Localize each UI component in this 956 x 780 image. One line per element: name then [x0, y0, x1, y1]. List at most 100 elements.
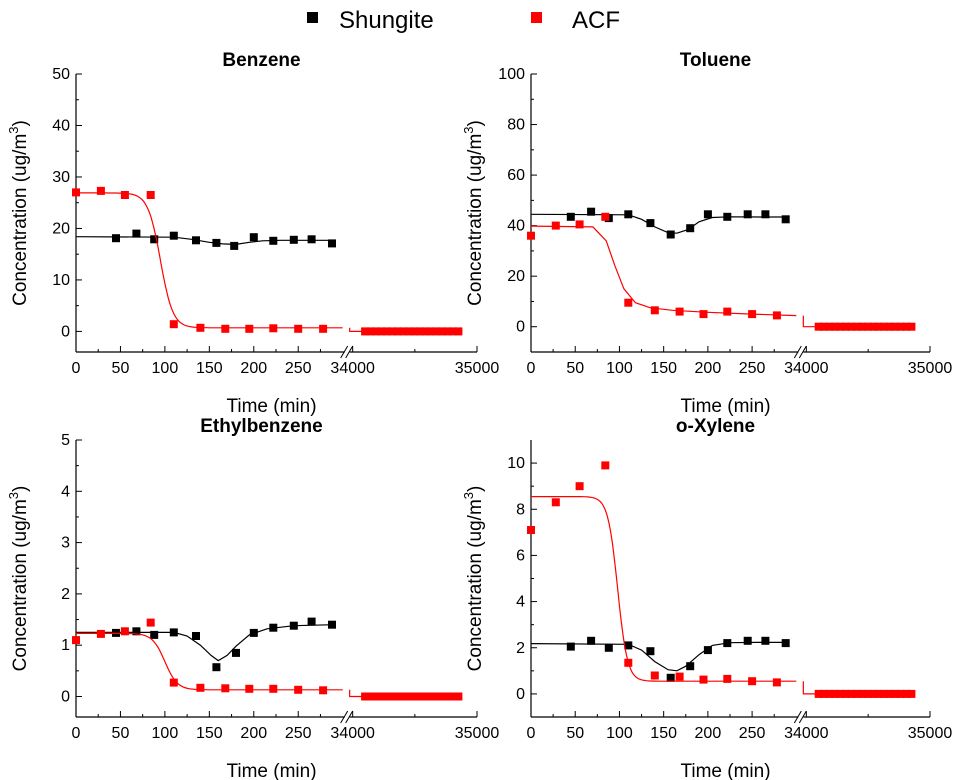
panel-toluene-x-tick-label: 35000: [908, 360, 953, 377]
panel-o-xylene-shungite-fit-line: [530, 641, 788, 672]
legend-label-shungite: Shungite: [339, 7, 434, 34]
panel-o-xylene-acf-point: [575, 482, 584, 491]
panel-ethylbenzene-shungite-point: [289, 621, 298, 630]
panel-benzene-y-tick-label: 20: [52, 220, 70, 237]
panel-ethylbenzene-shungite-point: [328, 620, 336, 629]
panel-ethylbenzene-acf-fit-line: [76, 632, 343, 691]
panel-ethylbenzene-acf-point: [416, 692, 424, 701]
panel-benzene-shungite-point: [112, 234, 120, 243]
panel-toluene-y-tick-label: 80: [507, 117, 525, 134]
panel-ethylbenzene-y-tick-label: 2: [61, 586, 70, 603]
panel-benzene-acf-point: [72, 188, 80, 197]
panel-o-xylene-acf-point: [896, 689, 905, 698]
panel-benzene-y-tick-label: 40: [52, 117, 70, 134]
panel-toluene-y-tick-label: 100: [498, 66, 525, 83]
panel-toluene-shungite-point: [723, 212, 732, 221]
panel-ethylbenzene-acf-point: [72, 636, 80, 645]
panel-benzene-acf-point: [394, 327, 402, 336]
panel-ethylbenzene-acf-point: [454, 692, 463, 701]
panel-o-xylene-y-axis-label-end: ): [465, 486, 486, 492]
panel-toluene-acf-point: [842, 322, 850, 331]
panel-toluene-shungite-point: [646, 219, 655, 228]
panel-benzene-shungite-point: [328, 239, 336, 248]
panel-ethylbenzene-acf-point: [361, 692, 370, 701]
panel-ethylbenzene-acf-point: [169, 678, 178, 687]
panel-toluene-acf-point: [836, 322, 845, 331]
panel-benzene-y-axis-label-text: Concentration (ug/m: [10, 134, 31, 306]
panel-o-xylene-x-tick-label: 50: [566, 725, 584, 742]
panel-toluene-acf-point: [863, 322, 872, 331]
panel-toluene-acf-point: [575, 220, 584, 229]
panel-benzene-x-tick-label: 0: [72, 360, 81, 377]
panel-benzene-break-mark: [345, 345, 354, 359]
panel-o-xylene-acf-point: [601, 461, 610, 470]
panel-o-xylene-acf-point: [831, 689, 840, 698]
panel-ethylbenzene-acf-point: [294, 685, 303, 694]
panel-ethylbenzene-acf-point: [421, 692, 430, 701]
panel-benzene-shungite-point: [150, 235, 159, 244]
panel-ethylbenzene-break-mark: [340, 710, 349, 724]
panel-benzene-acf-point: [416, 327, 424, 336]
legend-marker-acf: [531, 12, 542, 23]
panel-benzene-acf-point: [269, 324, 278, 333]
panel-benzene-x-tick-label: 35000: [455, 360, 500, 377]
panel-o-xylene-acf-point: [836, 689, 845, 698]
panel-benzene-x-tick-label: 200: [240, 360, 267, 377]
panel-toluene-acf-point: [624, 298, 633, 307]
panel-toluene-acf-point: [650, 306, 659, 315]
panel-ethylbenzene-x-tick-label: 35000: [455, 725, 500, 742]
panel-toluene-x-tick-label: 150: [650, 360, 677, 377]
panel-o-xylene-x-tick-label: 250: [739, 725, 766, 742]
panel-ethylbenzene-acf-point: [221, 684, 230, 693]
panel-toluene-acf-point: [902, 322, 910, 331]
panel-ethylbenzene-acf-point: [196, 683, 205, 692]
panel-toluene-y-tick-label: 60: [507, 167, 525, 184]
panel-ethylbenzene-shungite-point: [150, 630, 159, 639]
panel-ethylbenzene-y-tick-label: 5: [61, 432, 70, 449]
panel-ethylbenzene-acf-point: [377, 692, 386, 701]
panel-benzene-acf-point: [454, 327, 463, 336]
panel-o-xylene-acf-point: [880, 689, 889, 698]
panel-o-xylene-acf-point: [748, 677, 757, 686]
panel-benzene-acf-point: [410, 327, 419, 336]
panel-ethylbenzene-shungite-point: [192, 632, 200, 640]
panel-ethylbenzene-acf-point: [443, 692, 452, 701]
panel-toluene-y-tick-label: 20: [507, 268, 525, 285]
panel-benzene-y-axis-label: Concentration (ug/m3): [6, 120, 31, 306]
panel-ethylbenzene-acf-point: [372, 692, 381, 701]
panel-benzene-acf-point: [421, 327, 430, 336]
panel-o-xylene-x-tick-label: 100: [606, 725, 633, 742]
panel-benzene-acf-point: [319, 324, 328, 333]
panel-o-xylene-shungite-point: [646, 647, 655, 656]
panel-benzene-acf-point: [432, 327, 441, 336]
panel-ethylbenzene-x-tick-label: 34000: [330, 725, 375, 742]
panel-benzene: 0 10 20 30 40 50 0 50 100 150 200 250 34000 35000 Benz…: [6, 50, 499, 417]
panel-o-xylene-shungite-point: [781, 639, 790, 648]
panel-o-xylene-acf-point: [814, 689, 823, 698]
panel-benzene-y-tick-label: 30: [52, 169, 70, 186]
panel-toluene-shungite-point: [743, 210, 752, 219]
panel-o-xylene-acf-point: [772, 678, 781, 687]
panel-ethylbenzene-shungite-point: [212, 663, 221, 672]
panel-toluene-acf-point: [551, 221, 560, 230]
panel-toluene-acf-point: [896, 322, 905, 331]
panel-ethylbenzene-y-axis-label-text: Concentration (ug/m: [10, 499, 31, 671]
panel-benzene-acf-point: [372, 327, 381, 336]
panel-ethylbenzene-acf-point: [426, 692, 435, 701]
panel-benzene-acf-point: [120, 191, 129, 199]
panel-ethylbenzene-acf-point: [388, 692, 397, 701]
panel-toluene-x-axis-label: Time (min): [680, 396, 770, 417]
panel-o-xylene-acf-point: [891, 689, 900, 698]
panel-toluene-y-tick-label: 40: [507, 218, 525, 235]
panel-ethylbenzene-x-tick-label: 200: [240, 725, 267, 742]
panel-toluene-shungite-fit-line: [530, 213, 788, 234]
panel-toluene-acf-point: [699, 310, 708, 319]
panel-ethylbenzene-x-tick-label: 50: [112, 725, 130, 742]
panel-o-xylene-shungite-point: [624, 641, 633, 650]
panel-o-xylene-acf-point: [902, 689, 910, 698]
panel-o-xylene-y-tick-label: 4: [516, 594, 525, 611]
panel-benzene-y-tick-label: 10: [52, 272, 70, 289]
panel-benzene-shungite-point: [212, 238, 221, 247]
panel-o-xylene-break-mark: [793, 710, 802, 724]
